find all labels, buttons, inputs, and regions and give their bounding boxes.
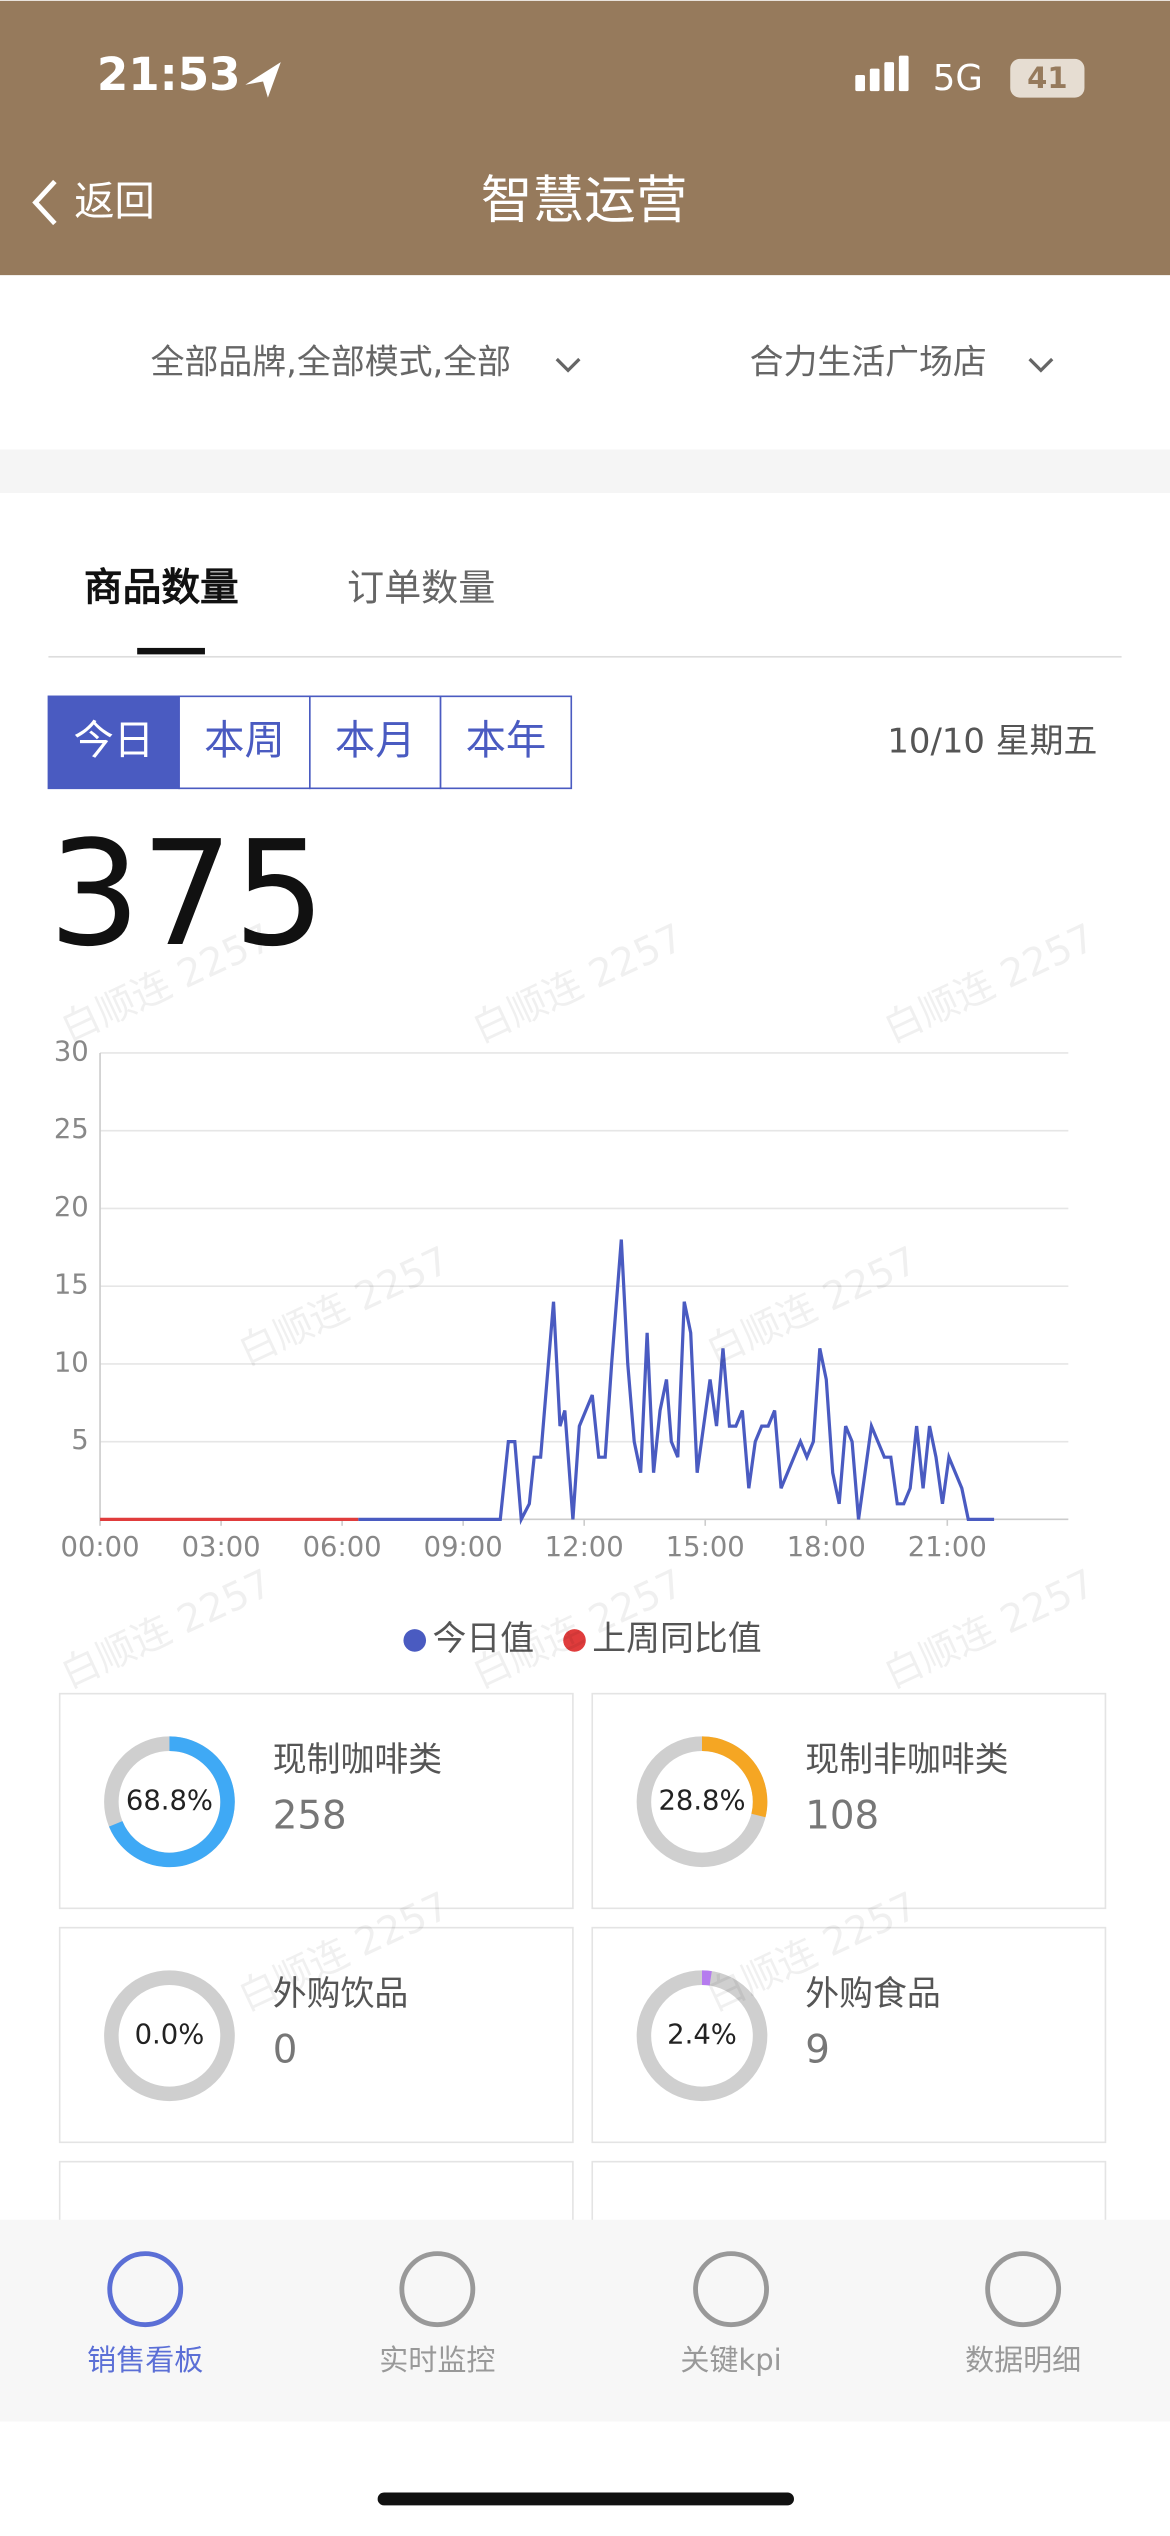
x-tick-label: 15:00 bbox=[666, 1532, 745, 1563]
card-name: 外购饮品 bbox=[273, 1974, 409, 2013]
legend-swatch bbox=[403, 1629, 427, 1652]
card-count: 9 bbox=[805, 2027, 830, 2072]
nav-bg bbox=[0, 2219, 1170, 2422]
y-tick-label: 20 bbox=[54, 1192, 89, 1223]
card-count: 0 bbox=[273, 2027, 298, 2072]
nav-label[interactable]: 数据明细 bbox=[965, 2343, 1081, 2377]
y-tick-label: 15 bbox=[54, 1270, 89, 1301]
card-name: 外购食品 bbox=[805, 1974, 941, 2013]
donut-label: 68.8% bbox=[126, 1785, 213, 1816]
location-icon bbox=[245, 62, 281, 98]
nav-icon[interactable] bbox=[399, 2251, 476, 2328]
status-time: 21:53 bbox=[97, 48, 241, 101]
legend-label: 上周同比值 bbox=[592, 1619, 761, 1658]
header-bg bbox=[0, 0, 1170, 276]
nav-label[interactable]: 销售看板 bbox=[87, 2343, 203, 2377]
donut-track bbox=[104, 1970, 235, 2102]
y-tick-label: 30 bbox=[54, 1036, 89, 1067]
card-name: 现制咖啡类 bbox=[273, 1740, 442, 1779]
tab-underline bbox=[137, 647, 205, 655]
filter[interactable]: 全部品牌,全部模式,全部 bbox=[151, 342, 511, 381]
period-button[interactable] bbox=[439, 695, 573, 790]
tab-line bbox=[48, 655, 1122, 658]
x-tick-label: 00:00 bbox=[61, 1532, 140, 1563]
nav-icon[interactable] bbox=[107, 2251, 184, 2328]
watermark: 白顺连 2257 bbox=[466, 915, 691, 1052]
donut-arc bbox=[701, 1736, 768, 1818]
watermark: 白顺连 2257 bbox=[700, 1238, 925, 1375]
card bbox=[58, 1926, 574, 2144]
total: 375 bbox=[48, 810, 325, 979]
nav-label[interactable]: 实时监控 bbox=[379, 2343, 495, 2377]
watermark: 白顺连 2257 bbox=[877, 1561, 1102, 1698]
card bbox=[591, 1692, 1107, 1910]
card bbox=[591, 2160, 1107, 2228]
y-tick-label: 10 bbox=[54, 1347, 89, 1378]
x-tick-label: 03:00 bbox=[182, 1532, 261, 1563]
legend-label: 今日值 bbox=[432, 1619, 534, 1658]
back-icon[interactable] bbox=[32, 179, 57, 226]
dropdown-icon bbox=[555, 357, 581, 373]
page-title: 智慧运营 bbox=[481, 171, 688, 231]
donut-arc bbox=[701, 1970, 712, 1986]
nav-icon[interactable] bbox=[985, 2251, 1062, 2328]
legend-swatch bbox=[563, 1629, 586, 1652]
period-label[interactable]: 今日 bbox=[73, 717, 154, 764]
status-battery: 41 bbox=[1027, 61, 1067, 95]
home-indicator bbox=[377, 2492, 794, 2506]
donut-label: 28.8% bbox=[658, 1785, 745, 1816]
divider-band bbox=[0, 449, 1170, 493]
back-button[interactable]: 返回 bbox=[74, 178, 155, 225]
x-tick-label: 12:00 bbox=[545, 1532, 624, 1563]
card-count: 108 bbox=[805, 1793, 879, 1838]
donut-arc bbox=[108, 1736, 235, 1868]
status-network: 5G bbox=[933, 58, 983, 99]
dropdown-icon bbox=[1028, 357, 1054, 373]
watermark: 白顺连 2257 bbox=[877, 915, 1102, 1052]
card bbox=[58, 1692, 574, 1910]
tab-active[interactable]: 商品数量 bbox=[84, 565, 239, 610]
battery bbox=[1010, 58, 1085, 98]
nav-icon[interactable] bbox=[693, 2251, 769, 2328]
card-count: 258 bbox=[273, 1793, 347, 1838]
period-label[interactable]: 本年 bbox=[466, 717, 547, 764]
signal-bar bbox=[898, 55, 909, 92]
date: 10/10 星期五 bbox=[887, 722, 1097, 761]
signal-bar bbox=[884, 62, 895, 92]
filter[interactable]: 合力生活广场店 bbox=[750, 342, 987, 381]
watermark: 白顺连 2257 bbox=[54, 1561, 279, 1698]
nav-label[interactable]: 关键kpi bbox=[680, 2343, 781, 2377]
tab[interactable]: 订单数量 bbox=[347, 566, 495, 609]
period-button[interactable] bbox=[309, 695, 442, 790]
series-line bbox=[358, 1239, 995, 1526]
x-tick-label: 09:00 bbox=[424, 1532, 503, 1563]
card bbox=[591, 1926, 1107, 2144]
period-label[interactable]: 本月 bbox=[335, 717, 416, 764]
period-button[interactable] bbox=[47, 695, 180, 790]
signal-bar bbox=[855, 75, 865, 92]
card bbox=[58, 2160, 574, 2228]
x-tick-label: 06:00 bbox=[303, 1532, 382, 1563]
donut-label: 2.4% bbox=[667, 2019, 737, 2050]
card-name: 现制非咖啡类 bbox=[805, 1740, 1008, 1779]
x-tick-label: 21:00 bbox=[908, 1532, 987, 1563]
y-tick-label: 5 bbox=[71, 1425, 88, 1456]
y-tick-label: 25 bbox=[54, 1114, 89, 1145]
watermark: 白顺连 2257 bbox=[232, 1238, 457, 1375]
signal-bar bbox=[869, 68, 880, 92]
donut-label: 0.0% bbox=[135, 2019, 205, 2050]
x-tick-label: 18:00 bbox=[787, 1532, 866, 1563]
period-label[interactable]: 本周 bbox=[204, 717, 285, 764]
